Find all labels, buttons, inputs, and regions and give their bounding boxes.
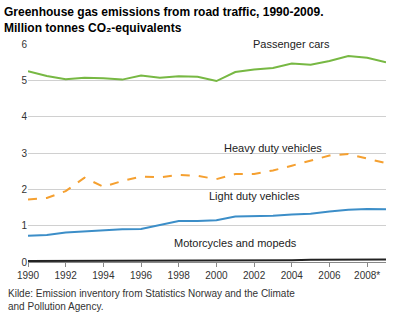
svg-text:Passenger cars: Passenger cars — [253, 38, 330, 50]
svg-text:5: 5 — [21, 75, 27, 86]
svg-text:3: 3 — [21, 148, 27, 159]
svg-text:0: 0 — [21, 257, 27, 268]
svg-text:2002: 2002 — [243, 270, 266, 281]
svg-text:6: 6 — [21, 39, 27, 50]
svg-text:Light duty vehicles: Light duty vehicles — [209, 190, 300, 202]
svg-text:2000: 2000 — [205, 270, 228, 281]
svg-text:1990: 1990 — [17, 270, 40, 281]
svg-text:2004: 2004 — [281, 270, 304, 281]
svg-text:Motorcycles and mopeds: Motorcycles and mopeds — [174, 237, 297, 249]
svg-text:Greenhouse gas emissions from: Greenhouse gas emissions from road traff… — [4, 5, 323, 35]
svg-text:1994: 1994 — [92, 270, 115, 281]
svg-text:1998: 1998 — [168, 270, 191, 281]
svg-text:1992: 1992 — [55, 270, 78, 281]
svg-text:2: 2 — [21, 184, 27, 195]
svg-text:Kilde: Emission inventory from: Kilde: Emission inventory from Statistic… — [8, 288, 295, 312]
svg-text:1996: 1996 — [130, 270, 153, 281]
svg-text:2008*: 2008* — [354, 270, 380, 281]
svg-text:4: 4 — [21, 111, 27, 122]
svg-text:2006: 2006 — [318, 270, 341, 281]
svg-text:Heavy duty vehicles: Heavy duty vehicles — [224, 142, 322, 154]
svg-text:1: 1 — [21, 220, 27, 231]
